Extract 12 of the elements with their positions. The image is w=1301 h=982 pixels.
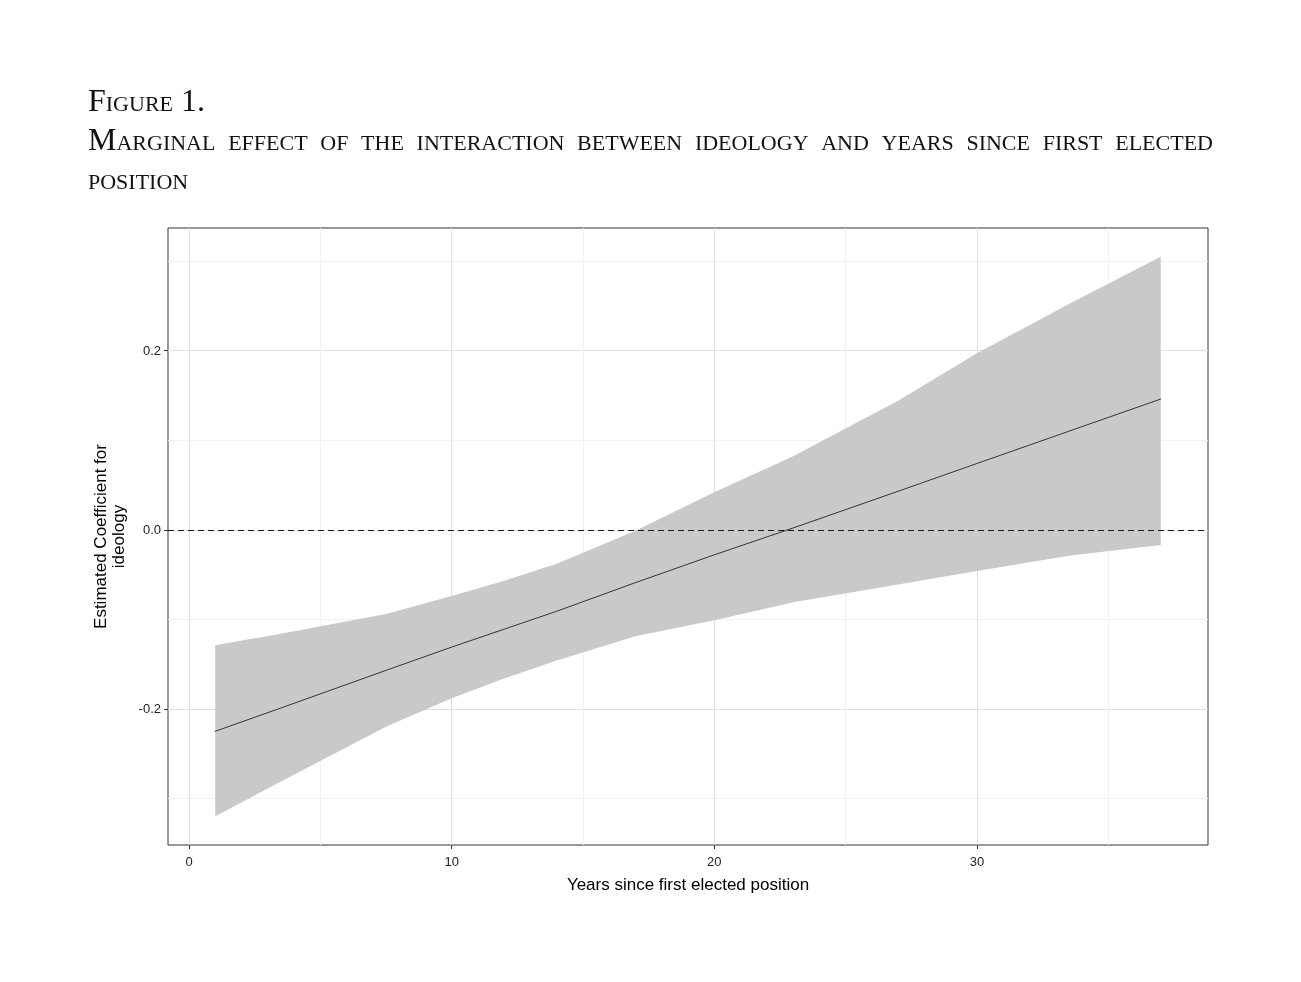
x-tick-label: 20 [707,854,722,869]
y-axis-title: Estimated Coefficient for ideology [91,443,129,629]
chart-subtitle: Marginal effect of the interaction between ideology and years since first elected position [88,120,1213,198]
chart-title: Figure 1. [88,81,206,120]
x-tick-label: 10 [444,854,459,869]
y-tick-label: -0.2 [138,701,161,717]
x-axis-title: Years since first elected position [566,874,810,894]
y-tick-label: 0.0 [142,522,161,538]
x-tick-label: 30 [969,854,985,869]
y-tick-label: 0.2 [142,343,161,359]
line-series [214,398,1162,732]
x-tick-label: 0 [185,854,193,869]
